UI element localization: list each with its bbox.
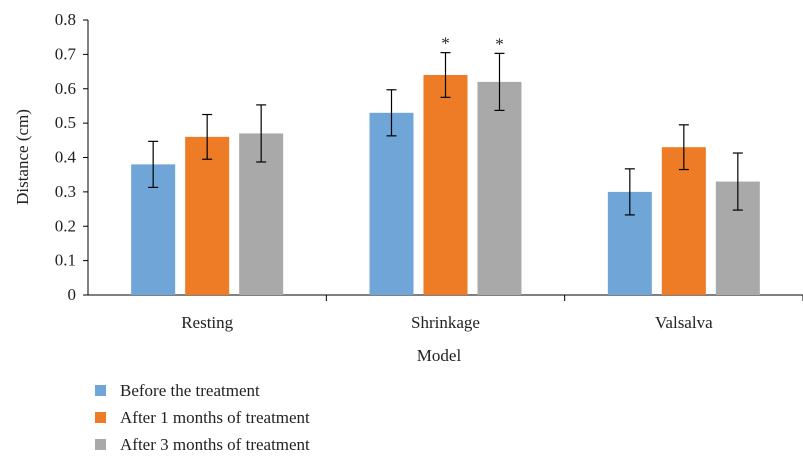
y-tick-label: 0.4 [55, 148, 77, 167]
legend: Before the treatment After 1 months of t… [95, 377, 310, 458]
y-tick-label: 0.1 [55, 251, 76, 270]
bar [477, 81, 522, 295]
bar [369, 112, 414, 295]
legend-item-after-1-month: After 1 months of treatment [95, 404, 310, 431]
bar [661, 147, 706, 295]
legend-item-after-3-months: After 3 months of treatment [95, 431, 310, 458]
bar [185, 136, 230, 295]
x-axis-label: Model [417, 346, 462, 365]
y-tick-label: 0.8 [55, 10, 76, 29]
x-tick-label: Resting [181, 313, 233, 332]
x-tick-label: Valsalva [655, 313, 713, 332]
legend-label-after-1-month: After 1 months of treatment [120, 407, 310, 427]
legend-label-after-3-months: After 3 months of treatment [120, 434, 310, 454]
legend-label-before: Before the treatment [120, 380, 260, 400]
y-tick-label: 0 [68, 285, 77, 304]
legend-swatch-before [95, 385, 106, 396]
y-tick-label: 0.2 [55, 216, 76, 235]
y-tick-label: 0.6 [55, 79, 76, 98]
significance-marker: * [495, 34, 504, 53]
legend-swatch-after-3-months [95, 439, 106, 450]
y-tick-label: 0.3 [55, 182, 76, 201]
x-tick-label: Shrinkage [411, 313, 480, 332]
y-axis-label: Distance (cm) [13, 109, 32, 205]
y-tick-label: 0.5 [55, 113, 76, 132]
plot-area: 0 0.1 0.2 0.3 0.4 0.5 0.6 0.7 0.8 Resting Shrinkag… [55, 10, 803, 332]
significance-marker: * [441, 34, 450, 53]
y-tick-label: 0.7 [55, 44, 77, 63]
legend-swatch-after-1-month [95, 412, 106, 423]
bar [423, 75, 468, 295]
legend-item-before: Before the treatment [95, 377, 310, 404]
